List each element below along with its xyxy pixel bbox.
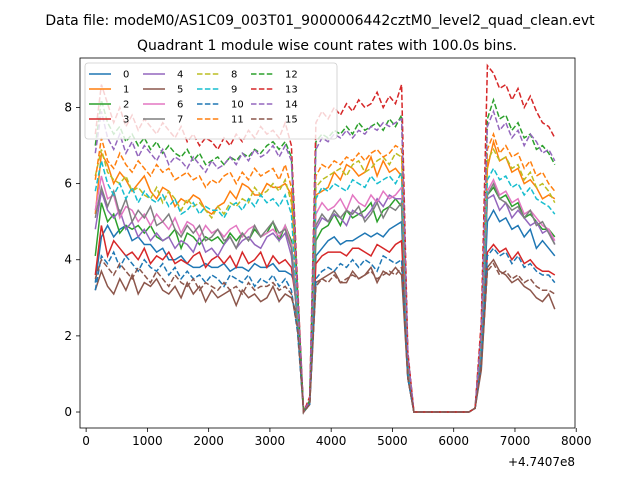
legend-label-10: 10 bbox=[231, 100, 244, 111]
x-tick-label: 2000 bbox=[193, 434, 224, 448]
legend-label-13: 13 bbox=[285, 85, 298, 96]
legend-label-2: 2 bbox=[123, 100, 129, 111]
x-tick-label: 8000 bbox=[561, 434, 592, 448]
y-tick-label: 8 bbox=[64, 100, 72, 114]
plot-frame bbox=[79, 57, 576, 429]
series-line-11 bbox=[94, 131, 556, 415]
legend-label-1: 1 bbox=[123, 85, 129, 96]
x-tick-label: 5000 bbox=[377, 434, 408, 448]
legend-label-8: 8 bbox=[231, 70, 237, 81]
legend-label-3: 3 bbox=[123, 115, 129, 126]
x-tick-label: 4000 bbox=[316, 434, 347, 448]
legend-label-4: 4 bbox=[177, 70, 183, 81]
x-offset-label: +4.7407e8 bbox=[508, 455, 575, 469]
y-tick-label: 2 bbox=[64, 329, 72, 343]
x-tick-label: 6000 bbox=[438, 434, 469, 448]
series-line-15 bbox=[94, 258, 556, 414]
chart-suptitle: Data file: modeM0/AS1C09_003T01_90000064… bbox=[45, 13, 595, 29]
y-tick-label: 0 bbox=[64, 405, 72, 419]
legend-label-0: 0 bbox=[123, 70, 129, 81]
legend-label-11: 11 bbox=[231, 115, 244, 126]
x-tick-label: 0 bbox=[82, 434, 90, 448]
y-axis-ticks: 0 2 4 6 8 bbox=[64, 100, 80, 419]
series-layer bbox=[94, 63, 556, 415]
legend-label-5: 5 bbox=[177, 85, 183, 96]
legend-label-14: 14 bbox=[285, 100, 298, 111]
y-tick-label: 4 bbox=[64, 253, 72, 267]
legend-label-15: 15 bbox=[285, 115, 298, 126]
x-tick-label: 7000 bbox=[500, 434, 531, 448]
x-tick-label: 1000 bbox=[132, 434, 163, 448]
x-axis-ticks: 0 1000 2000 3000 4000 5000 6000 7000 8000 bbox=[82, 428, 591, 448]
y-tick-label: 6 bbox=[64, 177, 72, 191]
series-line-14 bbox=[94, 109, 556, 415]
x-tick-label: 3000 bbox=[255, 434, 286, 448]
chart-title: Quadrant 1 module wise count rates with … bbox=[137, 38, 517, 54]
legend-label-7: 7 bbox=[177, 115, 183, 126]
legend-label-9: 9 bbox=[231, 85, 237, 96]
legend-label-12: 12 bbox=[285, 70, 298, 81]
legend-box bbox=[84, 62, 338, 140]
legend-label-6: 6 bbox=[177, 100, 183, 111]
